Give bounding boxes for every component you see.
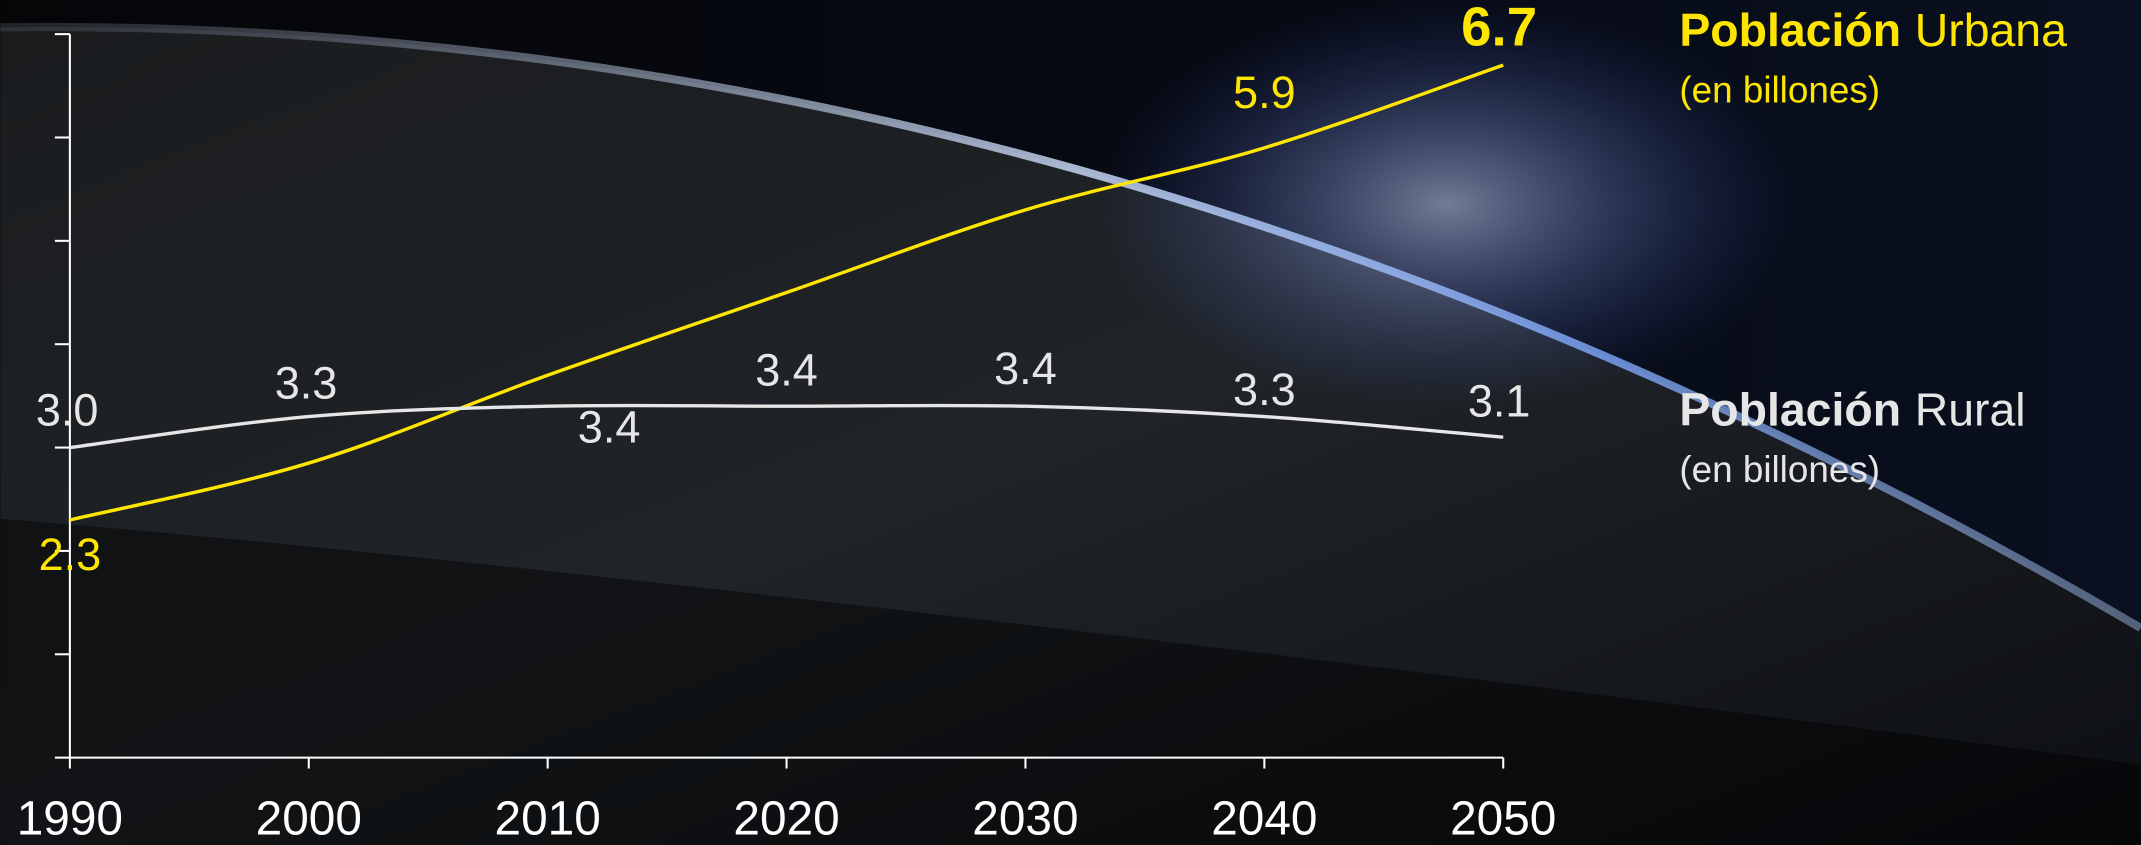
legend-strong: Población — [1679, 4, 1901, 56]
legend-label: Población Urbana — [1679, 4, 2067, 56]
data-label: 2.3 — [39, 529, 102, 580]
data-label: 3.3 — [1233, 364, 1296, 415]
x-tick-label: 2050 — [1450, 792, 1556, 845]
data-label: 3.1 — [1468, 375, 1531, 426]
legend-name: Rural — [1915, 384, 2026, 436]
data-label: 6.7 — [1461, 0, 1537, 57]
legend-label: Población Rural — [1679, 384, 2025, 436]
x-tick-label: 2010 — [495, 792, 601, 845]
horizon — [0, 22, 2141, 632]
data-label: 3.4 — [994, 343, 1057, 394]
series-line — [69, 403, 1504, 450]
data-label: 5.9 — [1233, 67, 1296, 118]
data-label: 3.4 — [755, 344, 818, 395]
x-tick-label: 2020 — [733, 792, 839, 845]
data-label: 3.0 — [36, 384, 99, 435]
data-label: 3.4 — [578, 402, 641, 453]
legend-strong: Población — [1679, 384, 1901, 436]
x-tick-label: 2030 — [972, 792, 1078, 845]
legend-name: Urbana — [1915, 4, 2067, 56]
legend-note: (en billones) — [1679, 449, 1880, 490]
glow — [1092, 0, 1803, 410]
shade — [0, 518, 2141, 845]
x-tick-label: 2000 — [256, 792, 362, 845]
x-tick-label: 2040 — [1211, 792, 1317, 845]
data-label: 3.3 — [275, 357, 338, 408]
series-line — [69, 63, 1504, 522]
x-tick-label: 1990 — [17, 792, 123, 845]
earth — [0, 27, 2141, 845]
legend-note: (en billones) — [1679, 70, 1880, 111]
